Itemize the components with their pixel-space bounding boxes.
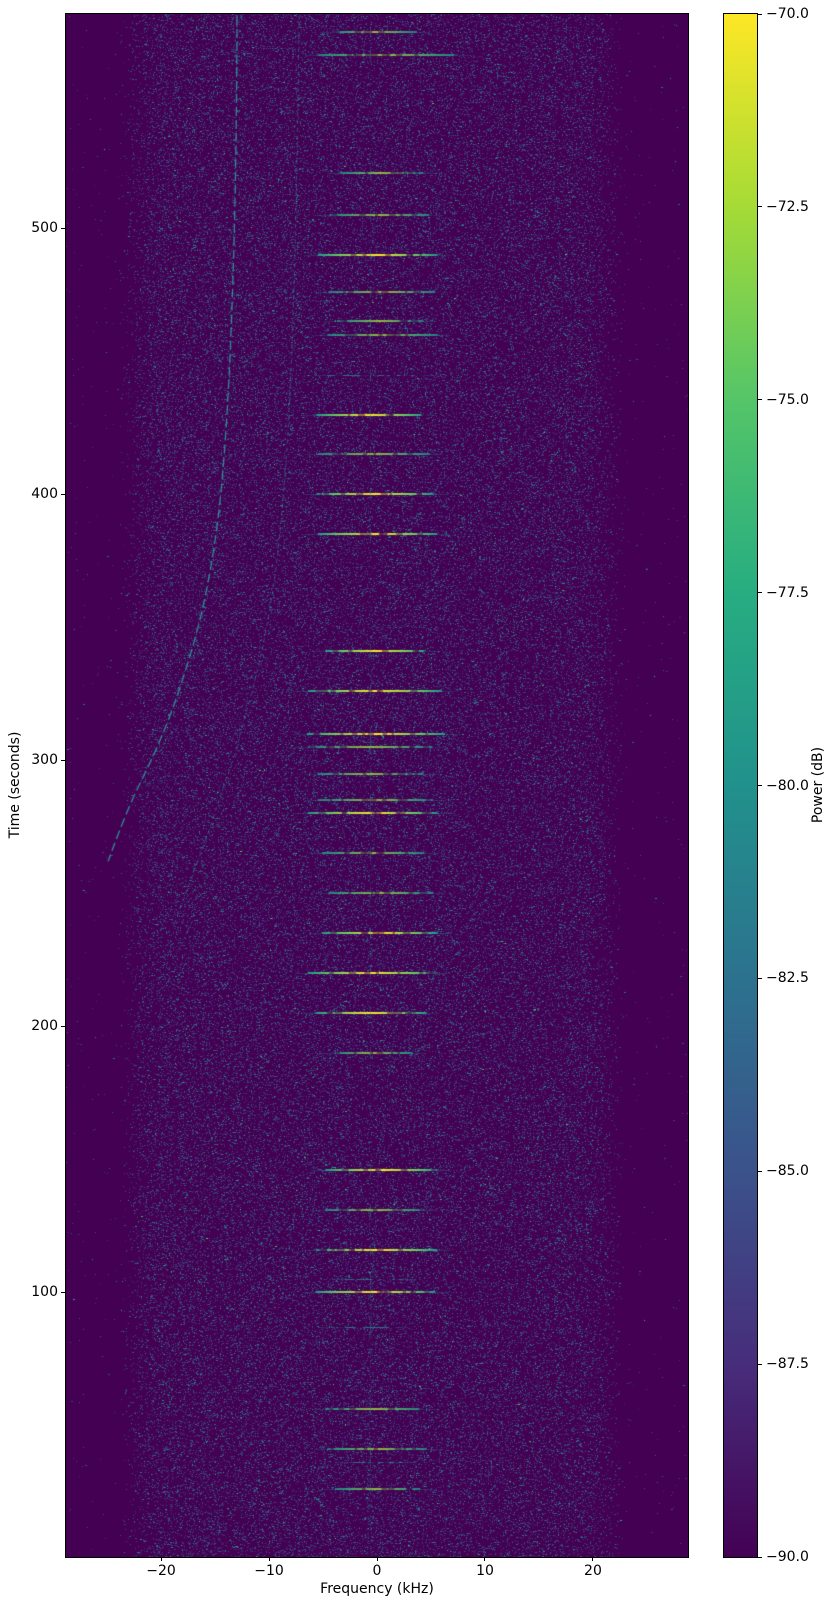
- colorbar-tick-mark: [758, 592, 762, 594]
- y-tick-label: 400: [31, 486, 58, 503]
- y-tick-label: 200: [31, 1018, 58, 1035]
- colorbar: [723, 13, 758, 1558]
- x-tick-mark: [592, 1557, 594, 1561]
- colorbar-tick-mark: [758, 206, 762, 208]
- colorbar-tick-mark: [758, 977, 762, 979]
- colorbar-tick-mark: [758, 13, 762, 15]
- colorbar-tick-label: −70.0: [766, 6, 809, 22]
- y-tick-mark: [61, 493, 65, 495]
- x-tick-mark: [268, 1557, 270, 1561]
- y-tick-mark: [61, 227, 65, 229]
- colorbar-tick-mark: [758, 785, 762, 786]
- colorbar-tick-label: −82.5: [766, 970, 809, 987]
- y-tick-mark: [61, 1025, 65, 1027]
- x-tick-mark: [376, 1557, 378, 1561]
- colorbar-tick-label: −77.5: [766, 584, 809, 601]
- x-tick-label: −20: [146, 1563, 176, 1579]
- y-tick-mark: [61, 1291, 65, 1293]
- x-tick-label: 20: [584, 1563, 602, 1579]
- colorbar-tick-label: −90.0: [766, 1549, 809, 1565]
- colorbar-tick-mark: [758, 1556, 762, 1558]
- colorbar-tick-label: −85.0: [766, 1163, 809, 1180]
- colorbar-tick-mark: [758, 399, 762, 401]
- x-tick-label: 0: [372, 1563, 382, 1579]
- y-tick-mark: [61, 759, 65, 761]
- x-tick-label: −10: [254, 1563, 284, 1579]
- spectrogram-canvas: [66, 14, 688, 1557]
- colorbar-tick-mark: [758, 1170, 762, 1172]
- plot-area: [65, 13, 689, 1558]
- x-tick-label: 10: [476, 1563, 494, 1579]
- y-tick-label: 300: [31, 752, 58, 769]
- y-tick-label: 500: [31, 220, 58, 237]
- y-axis-label: Time (seconds): [7, 731, 23, 839]
- colorbar-tick-label: −80.0: [766, 777, 809, 794]
- colorbar-tick-label: −72.5: [766, 198, 809, 215]
- colorbar-tick-label: −87.5: [766, 1356, 809, 1373]
- x-axis-label: Frequency (kHz): [320, 1581, 434, 1597]
- x-tick-mark: [160, 1557, 162, 1561]
- x-tick-mark: [484, 1557, 486, 1561]
- colorbar-tick-label: −75.0: [766, 391, 809, 408]
- y-tick-label: 100: [31, 1284, 58, 1301]
- colorbar-tick-mark: [758, 1363, 762, 1365]
